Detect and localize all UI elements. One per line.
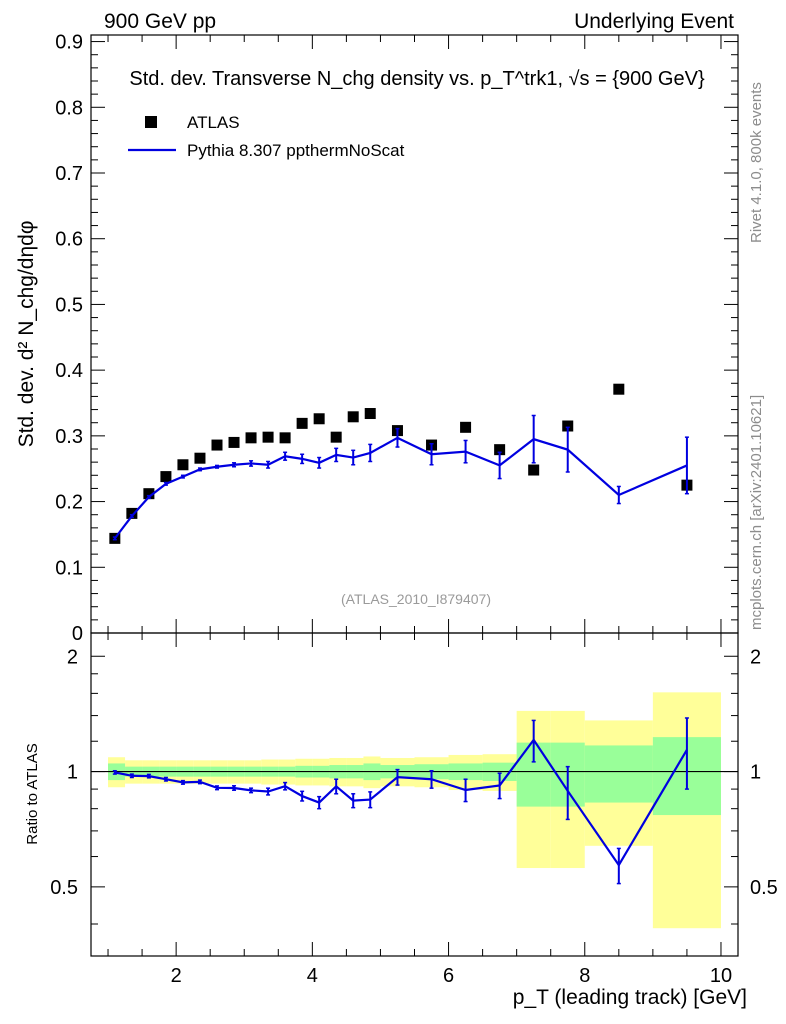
atlas-data-point xyxy=(143,488,155,500)
y-tick-label: 0.6 xyxy=(55,229,83,251)
atlas-data-point xyxy=(228,436,240,448)
header-left: 900 GeV pp xyxy=(104,10,216,33)
x-tick-label: 2 xyxy=(171,965,182,987)
x-tick-label: 6 xyxy=(443,965,454,987)
mcplots-label: mcplots.cern.ch [arXiv:2401.10621] xyxy=(748,395,765,630)
axis-ticks xyxy=(91,35,738,956)
atlas-data-point xyxy=(160,471,172,483)
header-right: Underlying Event xyxy=(574,10,734,33)
y-tick-label: 0 xyxy=(72,623,83,645)
y-tick-label: 0.5 xyxy=(55,294,83,316)
atlas-data-point xyxy=(177,459,189,471)
y-tick-label: 0.1 xyxy=(55,557,83,579)
atlas-data-point xyxy=(494,444,506,456)
ratio-band-stat xyxy=(584,745,653,803)
ratio-y-axis-label: Ratio to ATLAS xyxy=(24,743,41,844)
y-tick-label: 0.4 xyxy=(55,360,83,382)
ratio-tick-label: 0.5 xyxy=(50,877,78,899)
atlas-data-point xyxy=(126,507,138,519)
atlas-data-point xyxy=(296,417,308,429)
atlas-data-point xyxy=(194,452,206,464)
rivet-label: Rivet 4.1.0, 800k events xyxy=(748,82,765,243)
y-tick-label: 0.7 xyxy=(55,163,83,185)
atlas-data-point xyxy=(460,421,472,433)
pythia-line xyxy=(113,436,688,540)
ratio-line xyxy=(114,737,688,868)
legend-atlas-label: ATLAS xyxy=(187,113,240,132)
atlas-data-point xyxy=(211,439,223,451)
ratio-tick-label-right: 2 xyxy=(750,646,761,668)
atlas-data-point xyxy=(364,408,376,420)
atlas-data-point xyxy=(347,411,359,423)
atlas-data-point xyxy=(330,431,342,443)
ratio-tick-label: 2 xyxy=(67,646,78,668)
x-tick-label: 10 xyxy=(710,965,732,987)
atlas-data-point xyxy=(613,383,625,395)
atlas-data-point xyxy=(562,420,574,432)
atlas-data-point xyxy=(262,431,274,443)
x-axis-label: p_T (leading track) [GeV] xyxy=(513,986,747,1009)
y-tick-label: 0.9 xyxy=(55,32,83,54)
x-tick-label: 8 xyxy=(579,965,590,987)
ratio-tick-label-right: 1 xyxy=(750,762,761,784)
x-tick-label: 4 xyxy=(307,965,318,987)
legend-pythia-label: Pythia 8.307 ppthermNoScat xyxy=(187,141,405,160)
y-axis-label: Std. dev. d² N_chg/dηdφ xyxy=(15,221,38,448)
chart-title: Std. dev. Transverse N_chg density vs. p… xyxy=(129,68,705,90)
axis-tick-labels: 2 4 6 8 10 0 0.1 0.2 0.3 0.4 0.5 0.6 0.7 0.8 0.9 0.5 0.5… xyxy=(50,32,778,987)
data-series xyxy=(109,383,693,885)
ratio-tick-label: 1 xyxy=(67,762,78,784)
ratio-uncertainty-bands xyxy=(91,692,738,929)
atlas-data-point xyxy=(279,432,291,444)
analysis-tag: (ATLAS_2010_I879407) xyxy=(341,591,491,607)
atlas-data-point xyxy=(313,413,325,425)
y-tick-label: 0.3 xyxy=(55,426,83,448)
y-tick-label: 0.8 xyxy=(55,97,83,119)
y-tick-label: 0.2 xyxy=(55,492,83,514)
ratio-tick-label-right: 0.5 xyxy=(750,877,778,899)
atlas-data-point xyxy=(245,432,257,444)
legend-atlas-marker xyxy=(145,116,157,128)
atlas-data-point xyxy=(528,464,540,476)
